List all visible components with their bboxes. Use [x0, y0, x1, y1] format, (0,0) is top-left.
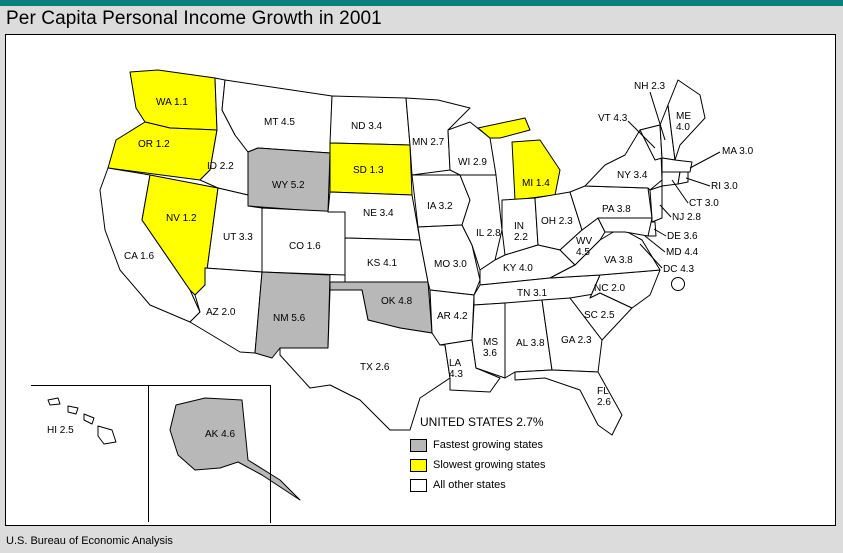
state-mi	[477, 117, 561, 201]
state-fl	[514, 369, 623, 436]
state-label-il: IL 2.8	[476, 228, 501, 239]
state-ak	[169, 397, 301, 501]
us-total-label: UNITED STATES 2.7%	[420, 415, 544, 429]
state-label-ak: AK 4.6	[205, 429, 236, 440]
legend-other: All other states	[410, 478, 506, 492]
state-label-nd: ND 3.4	[351, 121, 383, 132]
state-label-mo: MO 3.0	[434, 259, 467, 270]
legend-swatch-fastest	[410, 438, 427, 452]
state-label-hi: HI 2.5	[47, 425, 74, 436]
state-ri	[677, 171, 689, 185]
dc-marker	[671, 277, 685, 291]
state-ma	[661, 157, 693, 173]
legend-swatch-slowest	[410, 458, 427, 472]
state-label-ct: CT 3.0	[689, 198, 719, 209]
legend-fastest: Fastest growing states	[410, 438, 543, 452]
state-label-sd: SD 1.3	[353, 165, 384, 176]
state-label-wy: WY 5.2	[272, 180, 305, 191]
state-tx	[279, 289, 451, 431]
state-label-mi: MI 1.4	[522, 178, 550, 189]
state-label-tx: TX 2.6	[360, 362, 390, 373]
state-label-oh: OH 2.3	[541, 216, 573, 227]
source-credit: U.S. Bureau of Economic Analysis	[6, 535, 173, 547]
state-label-vt: VT 4.3	[598, 113, 628, 124]
legend-label-other: All other states	[433, 479, 506, 491]
state-hi	[47, 397, 117, 445]
state-label-nj: NJ 2.8	[672, 212, 701, 223]
state-label-ny: NY 3.4	[617, 170, 648, 181]
state-label-ma: MA 3.0	[722, 146, 754, 157]
state-label-ia: IA 3.2	[427, 201, 453, 212]
state-label-ky: KY 4.0	[503, 263, 533, 274]
state-label-ms: MS 3.6	[483, 337, 498, 359]
state-label-de: DE 3.6	[667, 231, 698, 242]
state-label-ne: NE 3.4	[363, 208, 394, 219]
top-accent-bar	[0, 0, 843, 6]
state-label-fl: FL 2.6	[597, 386, 611, 408]
state-md	[597, 217, 653, 237]
state-label-wv: WV 4.5	[576, 236, 593, 258]
legend-slowest: Slowest growing states	[410, 458, 546, 472]
legend-label-slowest: Slowest growing states	[433, 459, 546, 471]
state-label-nv: NV 1.2	[166, 213, 197, 224]
state-label-ca: CA 1.6	[124, 251, 155, 262]
state-label-or: OR 1.2	[138, 139, 170, 150]
state-label-co: CO 1.6	[289, 241, 321, 252]
state-label-nc: NC 2.0	[594, 283, 626, 294]
state-label-ut: UT 3.3	[223, 232, 253, 243]
state-label-wi: WI 2.9	[458, 157, 487, 168]
state-label-va: VA 3.8	[604, 255, 633, 266]
state-label-ar: AR 4.2	[437, 311, 468, 322]
state-label-mn: MN 2.7	[412, 137, 445, 148]
legend-label-fastest: Fastest growing states	[433, 439, 544, 451]
state-label-pa: PA 3.8	[602, 204, 631, 215]
state-ms	[471, 302, 506, 379]
state-label-la: LA 4.3	[449, 358, 463, 380]
state-label-dc: DC 4.3	[663, 264, 695, 275]
state-label-az: AZ 2.0	[206, 307, 236, 318]
state-label-sc: SC 2.5	[584, 310, 615, 321]
state-label-ga: GA 2.3	[561, 335, 592, 346]
state-label-id: ID 2.2	[207, 161, 234, 172]
state-label-in: IN 2.2	[514, 221, 528, 243]
legend-swatch-other	[410, 478, 427, 492]
state-label-al: AL 3.8	[516, 338, 545, 349]
state-label-md: MD 4.4	[666, 247, 699, 258]
inset-divider	[148, 385, 149, 522]
state-label-mt: MT 4.5	[264, 117, 295, 128]
state-label-ri: RI 3.0	[711, 181, 738, 192]
state-label-me: ME 4.0	[676, 111, 691, 133]
state-nj	[649, 185, 663, 223]
state-label-ks: KS 4.1	[367, 258, 398, 269]
state-label-wa: WA 1.1	[156, 97, 188, 108]
state-label-tn: TN 3.1	[517, 288, 548, 299]
state-ga	[541, 297, 603, 373]
state-label-nm: NM 5.6	[273, 313, 306, 324]
state-label-nh: NH 2.3	[634, 81, 666, 92]
state-label-ok: OK 4.8	[381, 296, 413, 307]
page-title: Per Capita Personal Income Growth in 200…	[6, 8, 382, 29]
alaska-hawaii-inset-frame	[31, 385, 271, 523]
state-ct	[661, 171, 681, 187]
